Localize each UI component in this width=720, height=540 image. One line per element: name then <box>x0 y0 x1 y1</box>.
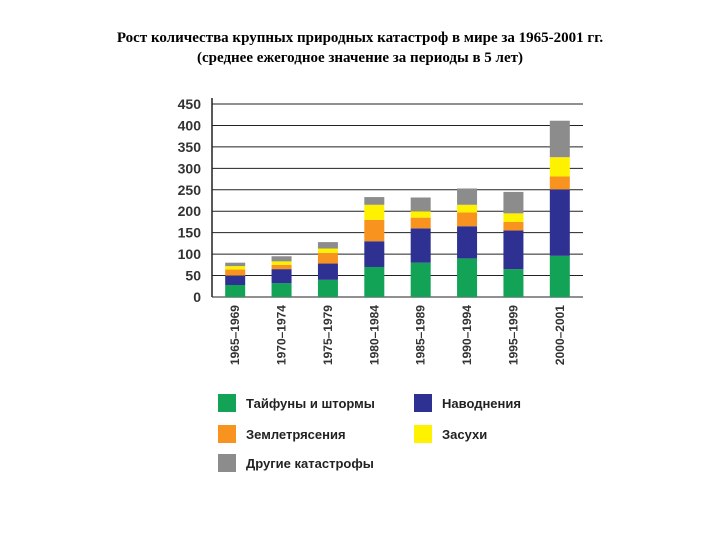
y-tick-label: 0 <box>193 289 201 305</box>
y-tick-label: 400 <box>178 117 202 133</box>
chart-title: Рост количества крупных природных катаст… <box>116 30 604 46</box>
x-tick-label: 1980–1984 <box>367 305 381 365</box>
bar-segment <box>457 258 478 297</box>
bar-segment <box>503 221 524 231</box>
bar-segment <box>549 176 570 190</box>
x-tick-label: 1975–1979 <box>321 305 335 365</box>
bar-segment <box>271 283 292 297</box>
bar-segment <box>317 248 338 253</box>
bar-segment <box>225 262 246 267</box>
bar-segment <box>410 262 431 297</box>
bar-segment <box>364 241 385 267</box>
y-tick-label: 150 <box>178 225 202 241</box>
bar-segment <box>503 230 524 270</box>
bar-segment <box>364 197 385 205</box>
legend-label: Засухи <box>442 426 488 442</box>
legend-swatch <box>414 425 432 443</box>
y-tick-label: 250 <box>178 182 202 198</box>
y-tick-label: 200 <box>178 203 202 219</box>
x-tick-label: 1995–1999 <box>506 305 520 365</box>
y-tick-label: 100 <box>178 246 202 262</box>
bar-segment <box>457 204 478 213</box>
x-tick-label: 1965–1969 <box>228 305 242 365</box>
bar-segment <box>503 213 524 222</box>
bar-segment <box>225 275 246 285</box>
x-tick-label: 1985–1989 <box>414 305 428 365</box>
bar-segment <box>410 197 431 212</box>
chart-subtitle: (среднее ежегодное значение за периоды в… <box>197 50 523 66</box>
x-tick-label: 2000–2001 <box>553 305 567 365</box>
legend-label: Тайфуны и штормы <box>246 395 375 411</box>
y-tick-label: 300 <box>178 160 202 176</box>
bar-segment <box>457 212 478 227</box>
bar-segment <box>317 242 338 249</box>
bar-segment <box>549 157 570 177</box>
legend-item: Тайфуны и штормы <box>218 394 375 412</box>
bar-segment <box>410 217 431 229</box>
x-tick-label: 1990–1994 <box>460 305 474 365</box>
bar-segment <box>410 228 431 263</box>
legend-label: Другие катастрофы <box>246 455 374 471</box>
bar-segment <box>225 269 246 276</box>
bar-segment <box>364 219 385 242</box>
bar-segment <box>364 266 385 297</box>
bar-segment <box>271 264 292 270</box>
legend-item: Засухи <box>414 425 487 443</box>
bar-segment <box>549 120 570 158</box>
bar-segment <box>549 189 570 256</box>
bar-segment <box>225 284 246 297</box>
bar-segment <box>317 279 338 297</box>
y-tick-label: 450 <box>178 96 202 112</box>
bar-segment <box>457 226 478 259</box>
legend-label: Наводнения <box>442 395 521 411</box>
legend-item: Землетрясения <box>218 425 346 443</box>
bar-segment <box>410 211 431 218</box>
bar-segment <box>457 188 478 205</box>
bar-segment <box>317 263 338 280</box>
legend-item: Наводнения <box>414 394 521 412</box>
y-tick-label: 350 <box>178 139 202 155</box>
bar-segment <box>271 269 292 284</box>
bar-segment <box>271 261 292 265</box>
legend-swatch <box>218 454 236 472</box>
bar-segment <box>225 266 246 270</box>
legend-swatch <box>414 394 432 412</box>
y-tick-label: 50 <box>185 268 201 284</box>
legend-swatch <box>218 425 236 443</box>
bar-segment <box>549 255 570 297</box>
bar-segment <box>317 252 338 264</box>
legend-swatch <box>218 394 236 412</box>
legend-item: Другие катастрофы <box>218 454 374 472</box>
legend-label: Землетрясения <box>246 426 346 442</box>
bar-segment <box>271 256 292 262</box>
bar-segment <box>503 191 524 214</box>
bar-segment <box>364 204 385 220</box>
x-tick-label: 1970–1974 <box>275 305 289 365</box>
bar-segment <box>503 269 524 297</box>
